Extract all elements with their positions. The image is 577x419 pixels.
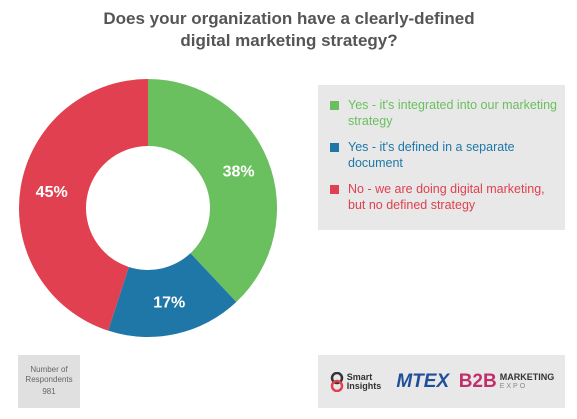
- legend-label: No - we are doing digital marketing, but…: [348, 182, 545, 212]
- legend-label: Yes - it's defined in a separate documen…: [348, 140, 515, 170]
- respondents-label: Number of Respondents: [25, 365, 73, 384]
- legend-item: No - we are doing digital marketing, but…: [330, 181, 557, 213]
- legend-swatch: [330, 185, 339, 194]
- donut-segment: [148, 79, 277, 303]
- donut-segment: [108, 253, 237, 337]
- logo-icon: [330, 371, 344, 392]
- logo-smart-insights: Smart Insights: [329, 371, 387, 392]
- logos: Smart Insights MTEX B2B MARKETING EXPO: [318, 355, 565, 408]
- legend-swatch: [330, 143, 339, 152]
- chart: 38% 17% 45%: [19, 79, 277, 337]
- data-label: 38%: [223, 163, 255, 180]
- legend-swatch: [330, 101, 339, 110]
- legend: Yes - it's integrated into our marketing…: [318, 85, 565, 230]
- legend-item: Yes - it's integrated into our marketing…: [330, 97, 557, 129]
- respondents-count: 981: [42, 387, 56, 396]
- logo-marketing: MARKETING: [499, 371, 555, 382]
- donut-segment: [19, 79, 149, 331]
- logo-b2b-text: B2B: [458, 370, 497, 392]
- legend-item: Yes - it's defined in a separate documen…: [330, 139, 557, 171]
- logo-b2b-sub: MARKETING EXPO: [500, 372, 555, 392]
- respondents-box: Number of Respondents 981: [18, 355, 80, 408]
- data-label: 45%: [36, 184, 68, 201]
- logo-mtex: MTEX: [396, 370, 450, 392]
- logo-expo: EXPO: [499, 382, 528, 390]
- data-label: 17%: [153, 294, 185, 311]
- chart-title: Does your organization have a clearly-de…: [103, 9, 475, 50]
- logo-text: Smart Insights: [346, 371, 382, 391]
- legend-label: Yes - it's integrated into our marketing…: [348, 98, 557, 128]
- logo-b2b: B2B MARKETING EXPO: [459, 371, 555, 393]
